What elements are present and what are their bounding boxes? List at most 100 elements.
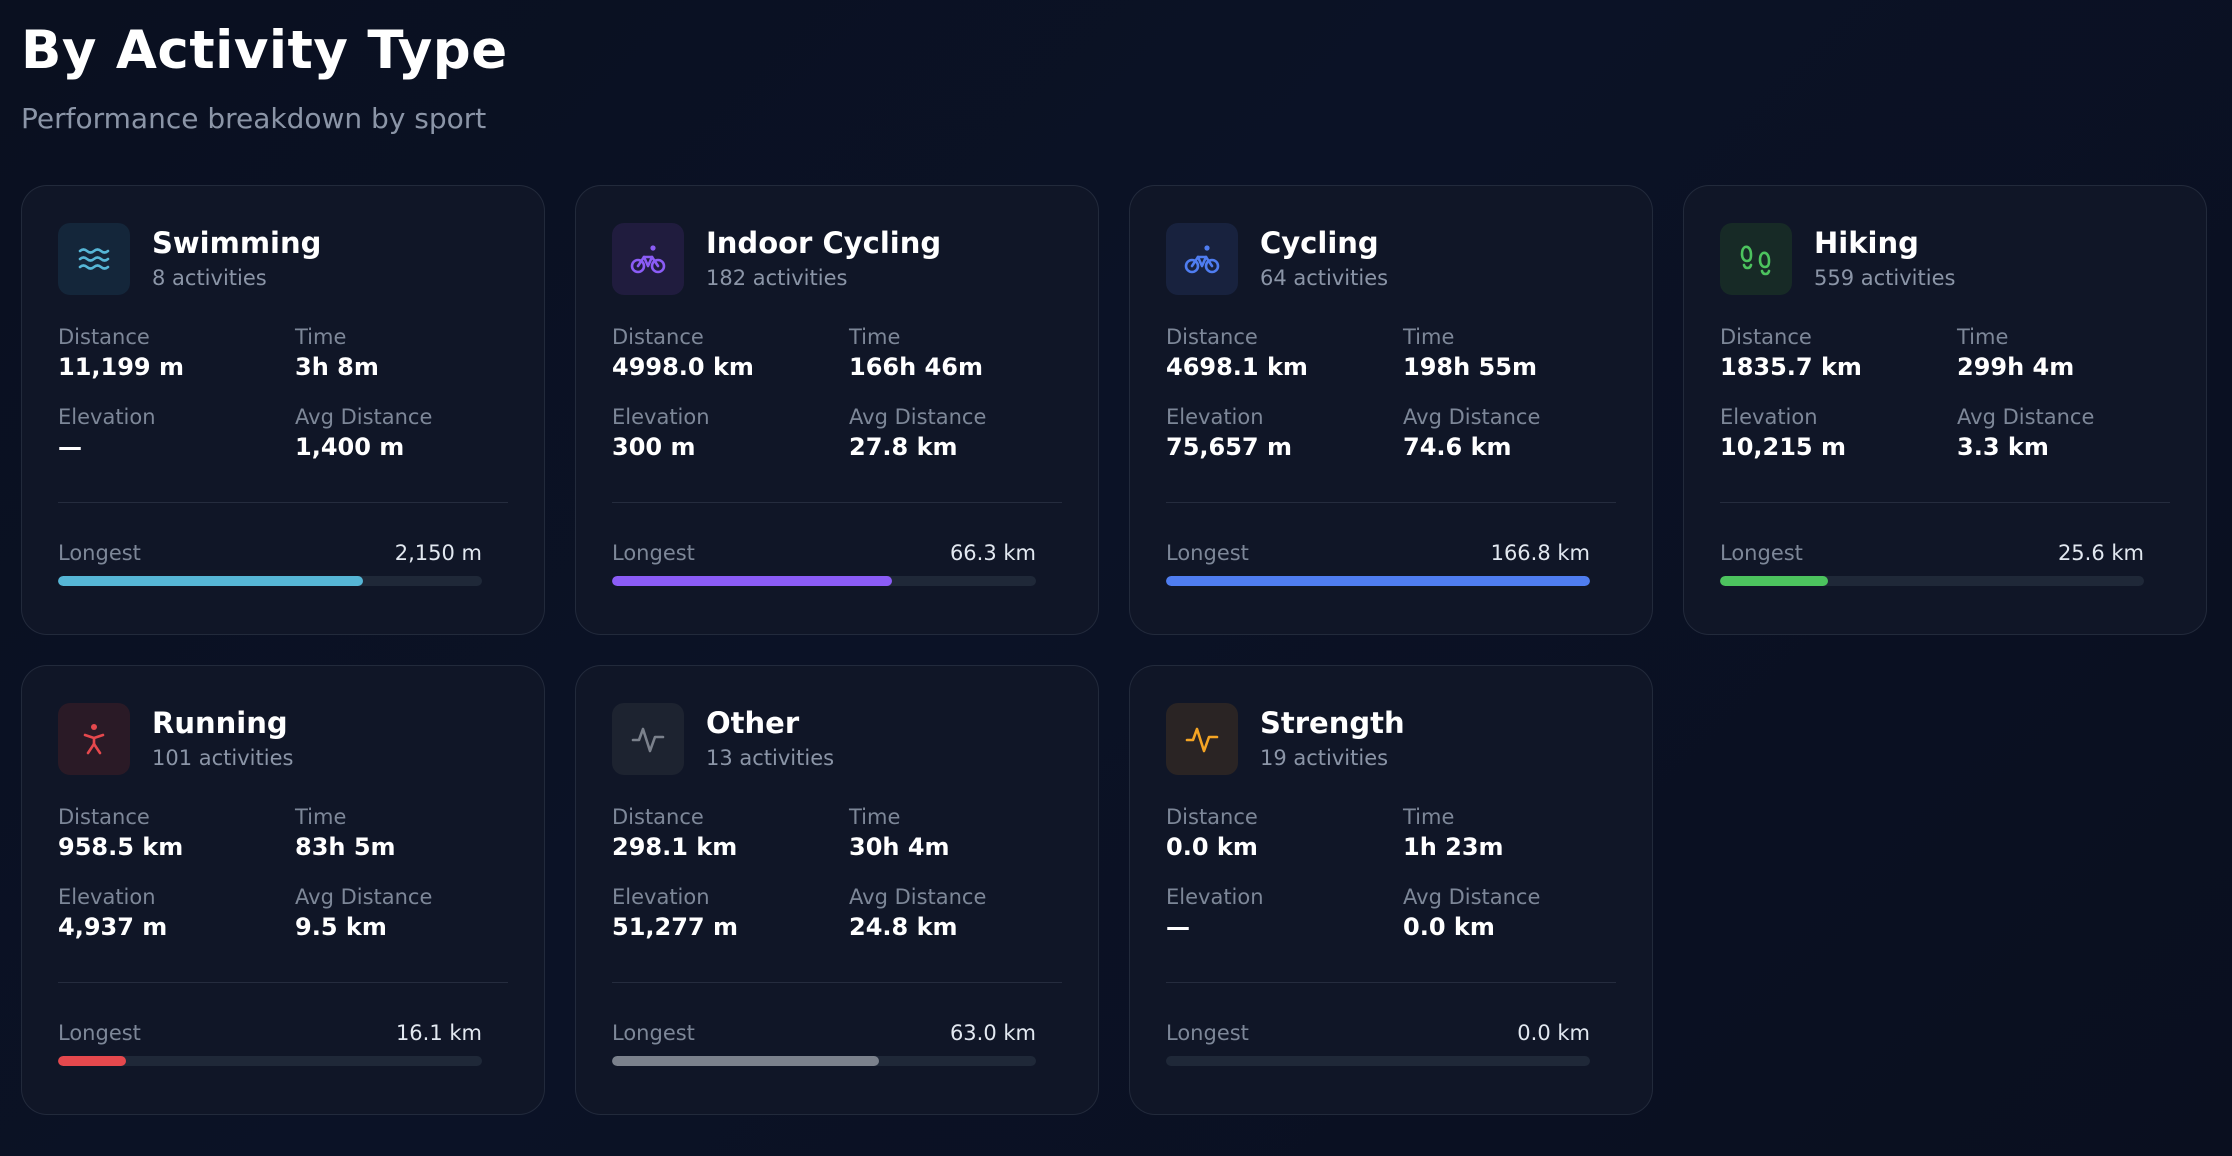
- stat-time: Time 30h 4m: [849, 804, 1086, 864]
- stat-value-avg-distance: 1,400 m: [295, 433, 405, 461]
- card-heading: Cycling 64 activities: [1260, 225, 1388, 293]
- longest-row: Longest 16.1 km: [58, 1021, 482, 1045]
- card-header: Indoor Cycling 182 activities: [612, 222, 1062, 296]
- stat-distance: Distance 1835.7 km: [1720, 324, 1957, 384]
- runner-icon: [74, 719, 114, 759]
- longest-progress-bar: [612, 1056, 1036, 1066]
- activity-card-running[interactable]: Running 101 activities Distance 958.5 km…: [21, 665, 545, 1115]
- stat-label-distance: Distance: [1720, 325, 1812, 349]
- activity-count: 8 activities: [152, 266, 267, 290]
- activity-card-other[interactable]: Other 13 activities Distance 298.1 km Ti…: [575, 665, 1099, 1115]
- stat-value-distance: 1835.7 km: [1720, 353, 1862, 381]
- stat-value-elevation: 300 m: [612, 433, 696, 461]
- stat-label-distance: Distance: [58, 805, 150, 829]
- stats-grid: Distance 0.0 km Time 1h 23m Elevation — …: [1166, 804, 1616, 944]
- longest-value: 2,150 m: [394, 541, 482, 565]
- longest-progress-bar: [612, 576, 1036, 586]
- stat-label-elevation: Elevation: [1166, 405, 1264, 429]
- stat-label-elevation: Elevation: [58, 885, 156, 909]
- card-heading: Hiking 559 activities: [1814, 225, 1955, 293]
- stat-value-distance: 0.0 km: [1166, 833, 1258, 861]
- stat-label-elevation: Elevation: [1720, 405, 1818, 429]
- card-heading: Running 101 activities: [152, 705, 293, 773]
- activity-icon-box: [1720, 223, 1792, 295]
- stats-grid: Distance 298.1 km Time 30h 4m Elevation …: [612, 804, 1062, 944]
- stat-label-time: Time: [1403, 805, 1455, 829]
- card-header: Swimming 8 activities: [58, 222, 508, 296]
- longest-value: 63.0 km: [949, 1021, 1036, 1045]
- longest-progress-bar: [1166, 1056, 1590, 1066]
- footprints-icon: [1736, 239, 1776, 279]
- longest-progress-bar: [1166, 576, 1590, 586]
- stat-avg-distance: Avg Distance 1,400 m: [295, 404, 532, 464]
- longest-value: 0.0 km: [1517, 1021, 1590, 1045]
- card-heading: Swimming 8 activities: [152, 225, 321, 293]
- card-divider: [1166, 502, 1616, 503]
- longest-progress-bar: [1720, 576, 2144, 586]
- stat-label-distance: Distance: [612, 325, 704, 349]
- stat-label-elevation: Elevation: [612, 405, 710, 429]
- stat-value-time: 299h 4m: [1957, 353, 2075, 381]
- longest-value: 166.8 km: [1490, 541, 1590, 565]
- longest-row: Longest 25.6 km: [1720, 541, 2144, 565]
- longest-progress-fill: [1720, 576, 1829, 586]
- stat-value-elevation: 75,657 m: [1166, 433, 1292, 461]
- stat-time: Time 83h 5m: [295, 804, 532, 864]
- stat-label-distance: Distance: [1166, 805, 1258, 829]
- stat-value-elevation: 4,937 m: [58, 913, 168, 941]
- page-subtitle: Performance breakdown by sport: [21, 102, 487, 135]
- activity-count: 559 activities: [1814, 266, 1956, 290]
- activity-name: Running: [152, 706, 288, 740]
- stat-label-avg-distance: Avg Distance: [1957, 405, 2095, 429]
- stat-label-time: Time: [849, 325, 901, 349]
- activity-count: 13 activities: [706, 746, 835, 770]
- card-divider: [58, 502, 508, 503]
- stat-avg-distance: Avg Distance 3.3 km: [1957, 404, 2194, 464]
- longest-row: Longest 0.0 km: [1166, 1021, 1590, 1045]
- longest-progress-fill: [1166, 576, 1590, 586]
- longest-progress-fill: [58, 576, 364, 586]
- activity-card-strength[interactable]: Strength 19 activities Distance 0.0 km T…: [1129, 665, 1653, 1115]
- activity-count: 182 activities: [706, 266, 848, 290]
- card-divider: [1720, 502, 2170, 503]
- stat-value-time: 83h 5m: [295, 833, 396, 861]
- stat-label-elevation: Elevation: [1166, 885, 1264, 909]
- activity-name: Cycling: [1260, 226, 1379, 260]
- longest-row: Longest 166.8 km: [1166, 541, 1590, 565]
- activity-card-indoor-cycling[interactable]: Indoor Cycling 182 activities Distance 4…: [575, 185, 1099, 635]
- activity-card-hiking[interactable]: Hiking 559 activities Distance 1835.7 km…: [1683, 185, 2207, 635]
- bike-icon: [1182, 239, 1222, 279]
- bike-icon: [628, 239, 668, 279]
- activity-name: Hiking: [1814, 226, 1919, 260]
- activity-name: Other: [706, 706, 800, 740]
- stat-value-time: 1h 23m: [1403, 833, 1504, 861]
- card-header: Strength 19 activities: [1166, 702, 1616, 776]
- stat-avg-distance: Avg Distance 27.8 km: [849, 404, 1086, 464]
- activity-card-swimming[interactable]: Swimming 8 activities Distance 11,199 m …: [21, 185, 545, 635]
- longest-progress-fill: [58, 1056, 126, 1066]
- stat-value-distance: 958.5 km: [58, 833, 184, 861]
- longest-label: Longest: [1166, 1021, 1249, 1045]
- stats-grid: Distance 958.5 km Time 83h 5m Elevation …: [58, 804, 508, 944]
- stat-value-distance: 298.1 km: [612, 833, 738, 861]
- stat-label-avg-distance: Avg Distance: [849, 405, 987, 429]
- card-header: Hiking 559 activities: [1720, 222, 2170, 296]
- stat-elevation: Elevation 300 m: [612, 404, 849, 464]
- card-divider: [612, 982, 1062, 983]
- stat-value-distance: 11,199 m: [58, 353, 184, 381]
- activity-pulse-icon: [1182, 719, 1222, 759]
- stat-time: Time 1h 23m: [1403, 804, 1640, 864]
- activity-card-cycling[interactable]: Cycling 64 activities Distance 4698.1 km…: [1129, 185, 1653, 635]
- activity-icon-box: [1166, 223, 1238, 295]
- activity-icon-box: [1166, 703, 1238, 775]
- page-title: By Activity Type: [21, 20, 508, 81]
- stat-label-avg-distance: Avg Distance: [1403, 405, 1541, 429]
- stat-value-distance: 4698.1 km: [1166, 353, 1308, 381]
- stat-label-time: Time: [295, 325, 347, 349]
- card-heading: Strength 19 activities: [1260, 705, 1405, 773]
- stat-label-distance: Distance: [1166, 325, 1258, 349]
- longest-progress-fill: [612, 1056, 880, 1066]
- stats-grid: Distance 4998.0 km Time 166h 46m Elevati…: [612, 324, 1062, 464]
- longest-label: Longest: [612, 1021, 695, 1045]
- stat-label-distance: Distance: [58, 325, 150, 349]
